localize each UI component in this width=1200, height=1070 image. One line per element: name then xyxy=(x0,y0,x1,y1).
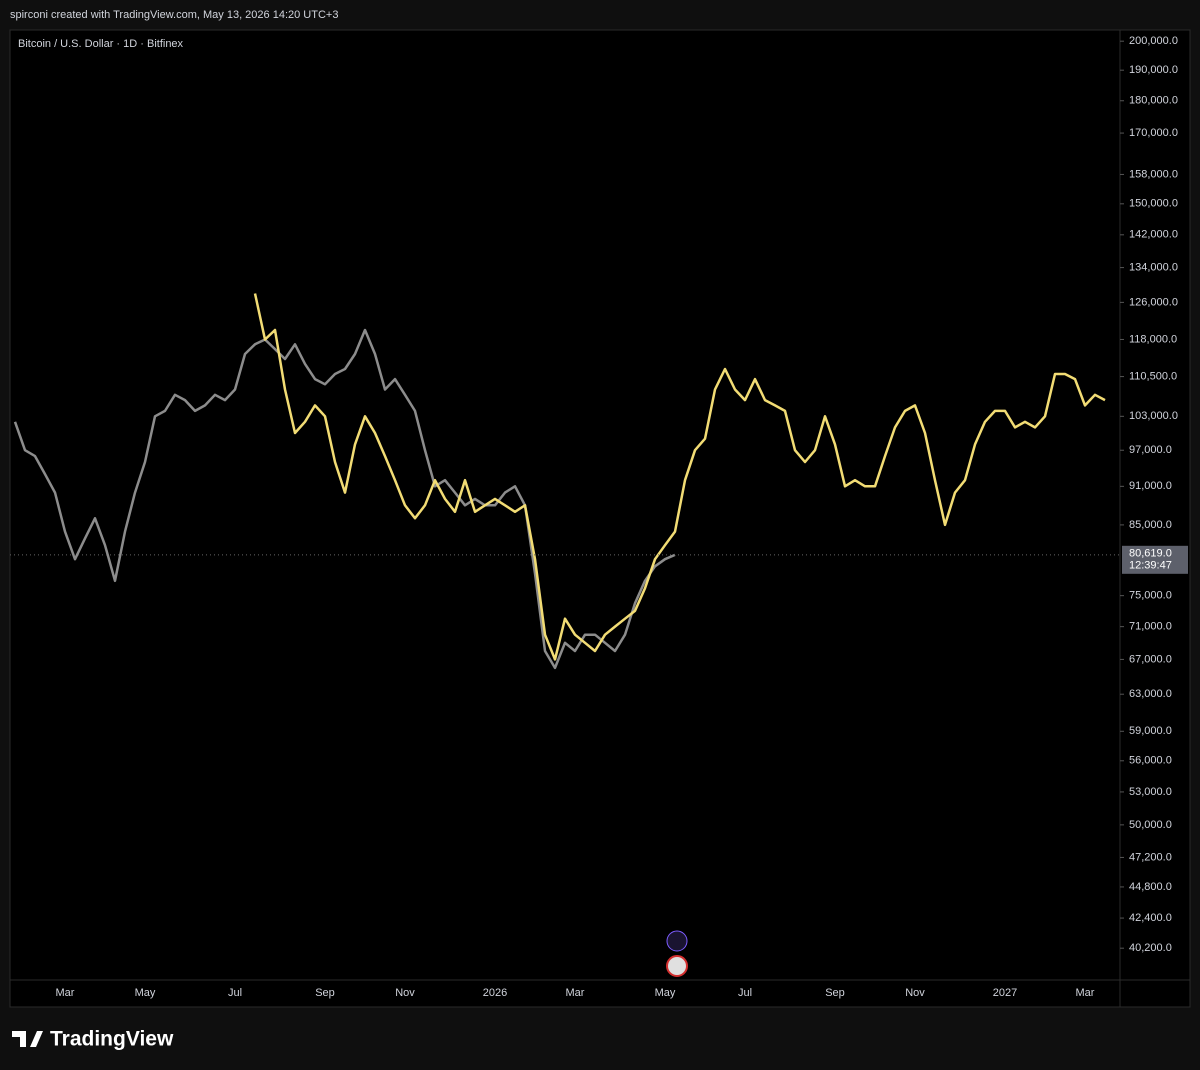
y-tick-label: 97,000.0 xyxy=(1129,444,1172,456)
last-price-label: 80,619.0 xyxy=(1129,548,1172,560)
x-tick-label: Mar xyxy=(56,987,75,999)
x-tick-label: Mar xyxy=(566,987,585,999)
y-tick-label: 200,000.0 xyxy=(1129,35,1178,47)
y-tick-label: 42,400.0 xyxy=(1129,912,1172,924)
brand: TradingView xyxy=(50,1028,174,1051)
y-tick-label: 158,000.0 xyxy=(1129,168,1178,180)
y-tick-label: 85,000.0 xyxy=(1129,519,1172,531)
y-tick-label: 150,000.0 xyxy=(1129,198,1178,210)
y-tick-label: 56,000.0 xyxy=(1129,755,1172,767)
y-tick-label: 47,200.0 xyxy=(1129,851,1172,863)
icon xyxy=(666,955,688,977)
y-tick-label: 190,000.0 xyxy=(1129,64,1178,76)
y-tick-label: 50,000.0 xyxy=(1129,819,1172,831)
price-line xyxy=(253,293,1106,661)
y-tick-label: 75,000.0 xyxy=(1129,590,1172,602)
chart-panel xyxy=(9,29,1191,1008)
icon xyxy=(666,930,688,952)
y-tick-label: 170,000.0 xyxy=(1129,127,1178,139)
price-line xyxy=(13,328,676,670)
y-tick-label: 91,000.0 xyxy=(1129,480,1172,492)
y-tick-label: 71,000.0 xyxy=(1129,621,1172,633)
chart-title: Bitcoin / U.S. Dollar · 1D · Bitfinex xyxy=(18,38,184,50)
y-tick-label: 103,000.0 xyxy=(1129,410,1178,422)
logo-mark xyxy=(12,1031,43,1047)
y-tick-label: 44,800.0 xyxy=(1129,881,1172,893)
x-tick-label: Sep xyxy=(315,987,335,999)
y-tick-label: 40,200.0 xyxy=(1129,942,1172,954)
y-tick-label: 142,000.0 xyxy=(1129,229,1178,241)
y-tick-label: 59,000.0 xyxy=(1129,725,1172,737)
x-tick-label: Sep xyxy=(825,987,845,999)
y-tick-label: 134,000.0 xyxy=(1129,261,1178,273)
x-tick-label: May xyxy=(655,987,676,999)
y-tick-label: 180,000.0 xyxy=(1129,95,1178,107)
x-tick-label: Nov xyxy=(905,987,925,999)
y-tick-label: 67,000.0 xyxy=(1129,653,1172,665)
x-tick-label: Mar xyxy=(1076,987,1095,999)
x-tick-label: 2027 xyxy=(993,987,1017,999)
y-tick-label: 118,000.0 xyxy=(1129,333,1177,345)
y-tick-label: 53,000.0 xyxy=(1129,786,1172,798)
last-price-box xyxy=(1122,545,1188,574)
y-tick-label: 110,500.0 xyxy=(1129,370,1177,382)
x-tick-label: Jul xyxy=(738,987,752,999)
countdown-label: 12:39:47 xyxy=(1129,560,1172,572)
x-tick-label: 2026 xyxy=(483,987,507,999)
footer-logo: TradingView xyxy=(12,1028,174,1051)
y-tick-label: 126,000.0 xyxy=(1129,296,1178,308)
event-icons xyxy=(666,930,688,977)
x-tick-label: Nov xyxy=(395,987,415,999)
x-tick-label: Jul xyxy=(228,987,242,999)
x-tick-label: May xyxy=(135,987,156,999)
header-text: spirconi created with TradingView.com, M… xyxy=(10,9,338,21)
y-tick-label: 63,000.0 xyxy=(1129,688,1172,700)
